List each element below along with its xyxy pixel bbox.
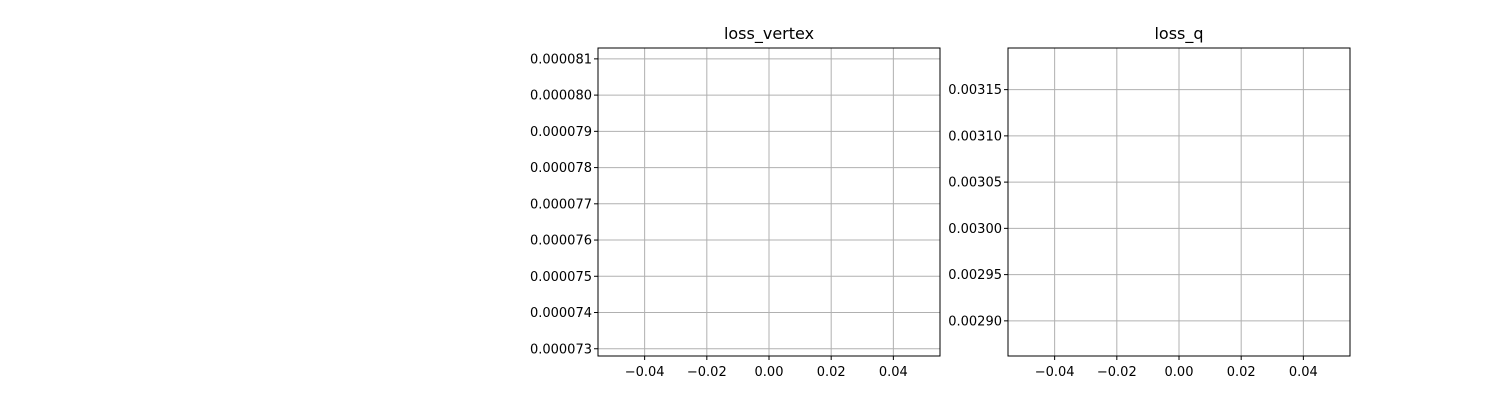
x-tick-label: 0.04 (879, 365, 908, 380)
chart-loss-q-ticks: −0.04 −0.02 0.00 0.02 0.04 0.00290 0.00295 0.00… (948, 83, 1318, 380)
x-tick-label: −0.04 (1035, 365, 1075, 380)
y-tick-label: 0.000073 (530, 342, 592, 357)
x-tick-label: 0.00 (755, 365, 784, 380)
x-tick-label: 0.04 (1289, 365, 1318, 380)
chart-loss-vertex-grid (598, 48, 940, 356)
x-tick-label: −0.04 (625, 365, 665, 380)
y-tick-label: 0.00305 (948, 176, 1002, 191)
y-tick-label: 0.000079 (530, 125, 592, 140)
y-tick-label: 0.000077 (530, 197, 592, 212)
y-tick-label: 0.000075 (530, 270, 592, 285)
y-tick-label: 0.000074 (530, 306, 592, 321)
x-tick-label: −0.02 (1097, 365, 1137, 380)
y-tick-label: 0.000076 (530, 234, 592, 249)
y-tick-label: 0.00290 (948, 314, 1002, 329)
x-tick-label: 0.02 (1227, 365, 1256, 380)
x-tick-label: 0.00 (1165, 365, 1194, 380)
chart-loss-q: −0.04 −0.02 0.00 0.02 0.04 0.00290 0.00295 0.00… (948, 24, 1351, 380)
chart-loss-vertex-title: loss_vertex (724, 24, 814, 44)
x-tick-label: −0.02 (687, 365, 727, 380)
chart-loss-vertex-ticks: −0.04 −0.02 0.00 0.02 0.04 0.000073 0.000074 0.… (530, 52, 908, 380)
y-tick-label: 0.00310 (948, 129, 1002, 144)
y-tick-label: 0.000078 (530, 161, 592, 176)
y-tick-label: 0.00300 (948, 222, 1002, 237)
y-tick-label: 0.000080 (530, 89, 592, 104)
chart-loss-q-grid (1008, 48, 1350, 356)
y-tick-label: 0.000081 (530, 52, 592, 67)
y-tick-label: 0.00315 (948, 83, 1002, 98)
chart-loss-q-title: loss_q (1154, 24, 1203, 44)
y-tick-label: 0.00295 (948, 268, 1002, 283)
x-tick-label: 0.02 (817, 365, 846, 380)
chart-loss-vertex: −0.04 −0.02 0.00 0.02 0.04 0.000073 0.000074 0.… (530, 24, 941, 380)
